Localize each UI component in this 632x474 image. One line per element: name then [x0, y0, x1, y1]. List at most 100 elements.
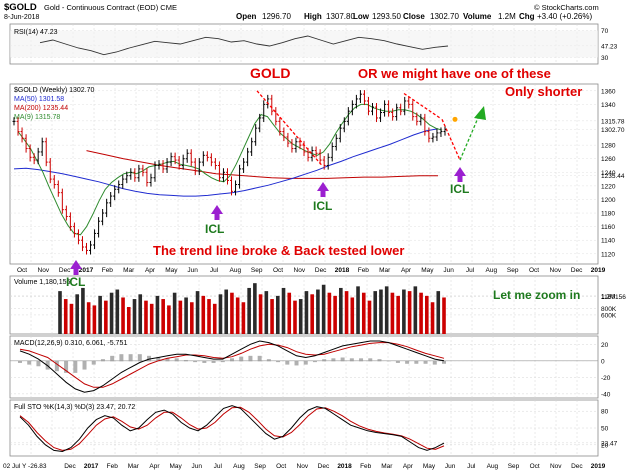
low-value: 1293.50 — [372, 12, 401, 21]
price-bar — [370, 103, 374, 116]
macd-histogram-bar — [395, 360, 400, 363]
price-bar — [350, 100, 354, 116]
macd-histogram-bar — [432, 360, 437, 365]
annotation-trend-broke: The trend line broke & Back tested lower — [153, 243, 404, 258]
icl-arrow-shaft — [457, 175, 463, 182]
price-bar — [217, 161, 221, 182]
x-tick-label: Dec — [315, 267, 327, 274]
price-tick-label: 1360 — [601, 88, 616, 95]
price-bar — [310, 146, 314, 162]
icl-arrow-3 — [317, 182, 329, 197]
price-axis: 1360 1340 1315.78 1302.70 1280 1260 12401235.4… — [10, 88, 625, 258]
icl-arrow-head — [454, 167, 466, 176]
high-value: 1307.80 — [326, 12, 355, 21]
macd-histogram-bar — [156, 357, 161, 362]
price-bar — [423, 113, 427, 136]
volume-bar — [92, 305, 97, 334]
macd-histogram-bar — [18, 360, 22, 363]
price-bar — [80, 236, 84, 252]
sto-d-line — [19, 406, 445, 451]
price-bar — [379, 108, 383, 123]
volume-bar — [419, 292, 423, 334]
price-bar — [338, 124, 342, 143]
volume-bar — [63, 299, 68, 334]
price-bar — [213, 158, 217, 170]
volume-bar — [104, 300, 108, 334]
macd-histogram-bar — [368, 358, 373, 362]
price-bar — [169, 152, 173, 167]
x-tick-label: Apr — [401, 267, 412, 274]
volume-bar — [413, 286, 418, 334]
price-bar — [354, 94, 358, 109]
volume-bar — [367, 300, 372, 334]
volume-bar — [327, 292, 332, 334]
price-bar — [326, 153, 330, 170]
price-tick-label: 1302.70 — [601, 127, 625, 134]
footer-axis: 02 Jul Y -26.83 Dec 2017 Feb Mar Apr May Jun Jul… — [0, 458, 632, 474]
x-tick-label: Dec — [59, 267, 71, 274]
volume-bar — [178, 300, 183, 334]
price-bar — [133, 168, 137, 182]
footer-tick-label: Mar — [381, 463, 393, 470]
price-bar — [64, 205, 68, 221]
macd-histogram-bar — [64, 360, 69, 373]
price-bar — [105, 198, 109, 218]
axis-tick-label: 0 — [601, 358, 605, 365]
volume-label: Volume — [463, 12, 492, 21]
price-bar — [193, 158, 197, 176]
footer-tick-label: Oct — [276, 463, 286, 470]
volume-bar — [436, 291, 441, 334]
footer-tick-label: Dec — [318, 463, 330, 470]
price-bar — [137, 164, 141, 182]
price-bar — [40, 137, 44, 156]
macd-histogram-bar — [202, 360, 207, 363]
price-bar — [411, 100, 415, 121]
macd-histogram-bar — [442, 360, 446, 364]
macd-histogram-bar — [36, 360, 41, 367]
price-bar — [209, 153, 213, 167]
footer-tick-label: Sep — [508, 463, 520, 470]
description: Gold - Continuous Contract (EOD) CME — [44, 3, 177, 12]
price-tick-label: 1240 — [601, 170, 616, 177]
price-bar — [125, 171, 129, 184]
projection-down — [441, 119, 461, 161]
x-tick-label: Sep — [251, 267, 263, 274]
volume-bar — [275, 295, 280, 334]
ma200-legend: MA(200) 1235.44 — [14, 105, 68, 112]
price-bar — [32, 153, 36, 165]
axis-tick-label: 30 — [601, 55, 609, 62]
price-bar — [113, 185, 117, 201]
trendline-2 — [403, 92, 441, 119]
price-x-axis: Oct Nov Dec 2017 Feb Mar Apr May Jun Jul Aug Sep Oct… — [17, 267, 606, 274]
x-tick-label: Jun — [443, 267, 454, 274]
price-bar — [44, 137, 48, 167]
x-tick-label: Jul — [210, 267, 219, 274]
footer-tick-label: Dec — [571, 463, 583, 470]
macd-histogram-bar — [174, 358, 179, 362]
price-bar — [415, 112, 419, 126]
price-bar — [322, 156, 326, 170]
trendline-1 — [256, 90, 323, 166]
footer-tick-label: Feb — [107, 463, 119, 470]
footer-tick-label: Jun — [191, 463, 202, 470]
volume-bar — [161, 299, 165, 334]
footer-tick-label: May — [423, 463, 436, 470]
price-bar — [254, 124, 258, 146]
price-bar — [121, 175, 125, 189]
macd-histogram-bar — [73, 360, 78, 373]
price-bar — [387, 100, 391, 117]
price-bar — [250, 137, 254, 156]
ma200-line — [86, 150, 438, 179]
price-bar — [330, 142, 334, 162]
macd-histogram-bar — [137, 354, 142, 362]
price-bar — [419, 113, 423, 126]
price-bar — [306, 147, 310, 162]
x-tick-label: Sep — [507, 267, 519, 274]
x-tick-label: Nov — [550, 267, 562, 274]
price-bar — [185, 149, 189, 163]
x-tick-label: Jun — [187, 267, 198, 274]
brand-text: © StockCharts.com — [534, 3, 599, 12]
icl-label-2: ICL — [205, 222, 224, 236]
volume-bar — [218, 294, 223, 334]
rsi-legend: RSI(14) 47.23 — [14, 29, 58, 36]
